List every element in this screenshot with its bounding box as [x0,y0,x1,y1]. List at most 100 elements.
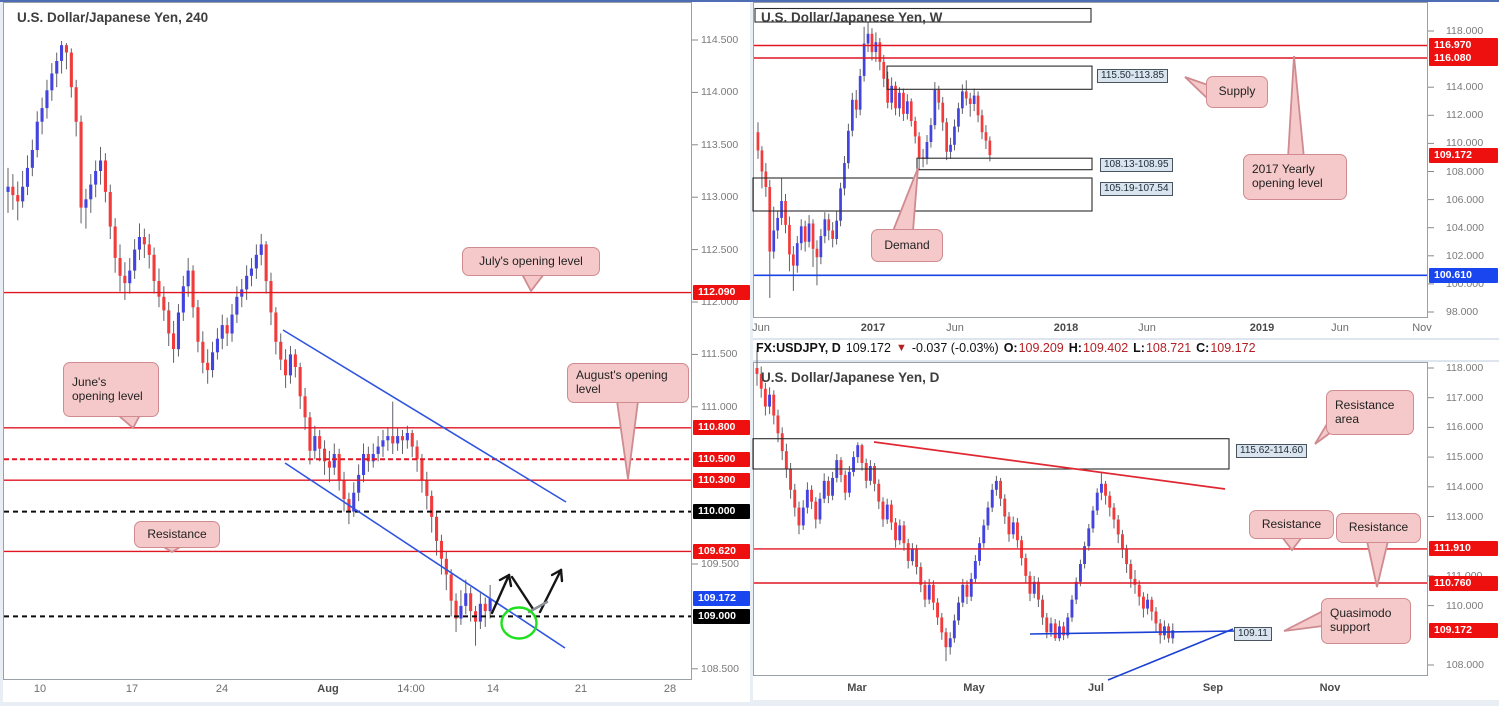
y-tick-label: 108.000 [1446,165,1484,178]
callout-august-s-opening-level[interactable]: August's opening level [567,363,689,403]
y-tick-label: 110.000 [1446,137,1484,150]
y-tick-label: 114.500 [701,34,739,46]
callout-supply[interactable]: Supply [1206,76,1268,108]
y-tick-label: 114.000 [701,86,739,99]
y-tick-label: 118.000 [1446,25,1484,37]
x-tick-label: 2018 [1053,322,1079,334]
y-tick-label: 113.000 [1446,510,1484,523]
window-top-border [0,0,1499,2]
y-tick-label: 102.000 [1446,249,1484,262]
x-tick-label: 14:00 [397,683,425,695]
x-tick-label: 10 [33,683,47,695]
ticker-close-label: C: [1196,341,1210,355]
price-plate: 100.610 [1429,267,1498,283]
y-tick-label: 106.000 [1446,193,1484,206]
price-plate: 111.910 [1429,541,1498,557]
callout-demand[interactable]: Demand [871,229,943,262]
price-plate: 116.970 [1429,38,1498,53]
x-tick-label: Jun [752,322,770,334]
y-tick-label: 112.000 [1446,109,1484,122]
y-tick-label: 111.500 [701,348,738,361]
y-tick-label: 113.500 [701,138,739,151]
ticker-symbol: FX:USDJPY, D [756,341,841,355]
x-tick-label: 28 [663,683,677,695]
y-tick-label: 114.000 [1446,480,1484,493]
x-tick-label: Jun [1138,322,1156,334]
price-plate: 110.800 [693,420,750,436]
y-tick-label: 108.000 [1446,659,1484,671]
price-plate: 109.172 [1429,147,1498,163]
ticker-close-value: 109.172 [1210,341,1256,355]
y-tick-label: 114.000 [1446,81,1484,94]
chart-title-daily: U.S. Dollar/Japanese Yen, D [761,370,940,385]
callout-2017-yearly-opening-level[interactable]: 2017 Yearly opening level [1243,154,1347,200]
y-tick-label: 109.500 [701,558,739,570]
ticker-open-value: 109.209 [1018,341,1064,355]
ticker-low-value: 108.721 [1145,341,1192,355]
x-tick-label: 2017 [860,322,886,334]
y-tick-label: 113.000 [701,191,739,204]
x-tick-label: Nov [1319,682,1341,694]
price-plate: 116.080 [1429,50,1498,66]
y-tick-label: 104.000 [1446,221,1484,234]
callout-resistance[interactable]: Resistance [1249,510,1334,539]
ticker-bar-background [753,340,1499,360]
chart-title-240min: U.S. Dollar/Japanese Yen, 240 [17,10,209,25]
price-range-tag[interactable]: 108.13-108.95 [1100,158,1173,172]
x-tick-label: 14 [486,683,500,695]
y-tick-label: 118.000 [1446,362,1484,374]
left-chart-price-axis[interactable] [692,2,750,680]
x-tick-label: Jun [1331,322,1349,334]
y-tick-label: 117.000 [1446,391,1484,404]
y-tick-label: 115.000 [1446,451,1484,464]
ticker-last-price: 109.172 [845,341,891,355]
x-tick-label: Nov [1412,322,1432,334]
price-plate: 109.172 [1429,622,1498,638]
x-tick-label: 21 [574,683,588,695]
x-tick-label: Jun [946,322,964,334]
callout-resistance[interactable]: Resistance [134,521,220,548]
divider [753,338,1499,340]
x-tick-label: Mar [847,682,867,694]
weekly-chart-time-axis[interactable] [753,318,1499,338]
left-chart-time-axis[interactable] [3,680,750,702]
ticker-low-label: L: [1133,341,1145,355]
divider [753,360,1499,362]
price-plate: 110.000 [693,504,750,520]
y-tick-label: 111.000 [701,400,738,413]
price-plate: 110.760 [1429,575,1498,591]
chart-pane-240min[interactable] [3,2,692,680]
callout-resistance[interactable]: Resistance [1336,513,1421,543]
x-tick-label: 24 [215,683,229,695]
callout-june-s-opening-level[interactable]: June's opening level [63,362,159,417]
callout-resistance-area[interactable]: Resistance area [1326,390,1414,435]
price-range-tag[interactable]: 115.62-114.60 [1236,444,1308,458]
x-tick-label: Aug [317,683,339,695]
ticker-bar: FX:USDJPY, D 109.172 ▼ -0.037 (-0.03%) O… [756,341,1256,355]
x-tick-label: 2019 [1249,322,1275,334]
price-range-tag[interactable]: 105.19-107.54 [1100,182,1173,196]
callout-july-s-opening-level[interactable]: July's opening level [462,247,600,276]
y-tick-label: 116.000 [1446,421,1484,434]
x-tick-label: Jul [1088,682,1104,694]
chart-title-weekly: U.S. Dollar/Japanese Yen, W [761,10,943,25]
callout-quasimodo-support[interactable]: Quasimodo support [1321,598,1411,644]
ticker-high-value: 109.402 [1082,341,1129,355]
x-tick-label: 17 [125,683,139,695]
down-triangle-icon: ▼ [895,342,907,354]
price-plate: 112.090 [693,285,750,301]
price-range-tag[interactable]: 115.50-113.85 [1097,69,1169,83]
price-plate: 109.620 [693,543,750,559]
y-tick-label: 98.000 [1446,306,1479,318]
y-tick-label: 112.500 [701,243,739,256]
ticker-high-label: H: [1068,341,1082,355]
price-range-tag[interactable]: 109.11 [1234,627,1272,641]
ticker-change: -0.037 (-0.03%) [911,341,999,355]
y-tick-label: 108.500 [701,662,739,675]
y-tick-label: 110.000 [1446,599,1484,612]
x-tick-label: Sep [1202,682,1224,694]
x-tick-label: May [963,682,985,694]
price-plate: 110.300 [693,472,750,488]
price-plate: 110.500 [693,451,750,467]
price-plate: 109.172 [693,590,750,606]
